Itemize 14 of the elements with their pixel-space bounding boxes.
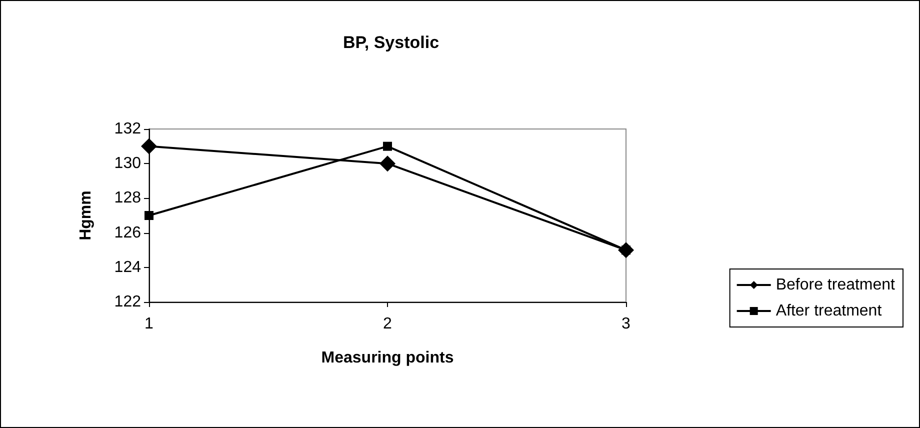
x-axis-title: Measuring points xyxy=(321,350,454,366)
x-tick-label: 1 xyxy=(144,316,154,332)
y-tick-label: 128 xyxy=(114,190,142,207)
x-tick-label: 3 xyxy=(622,316,631,332)
y-axis-title: Hgmm xyxy=(78,190,94,240)
y-tick-label: 122 xyxy=(114,294,142,310)
y-tick-label: 130 xyxy=(114,155,142,172)
x-tick-label: 2 xyxy=(383,316,392,332)
chart-title: BP, Systolic xyxy=(342,33,440,52)
y-tick-label: 132 xyxy=(114,120,142,138)
legend-label: After treatment xyxy=(776,302,882,320)
legend-label: Before treatment xyxy=(776,276,896,294)
y-tick-label: 124 xyxy=(114,258,142,276)
y-tick-label: 126 xyxy=(114,224,142,242)
